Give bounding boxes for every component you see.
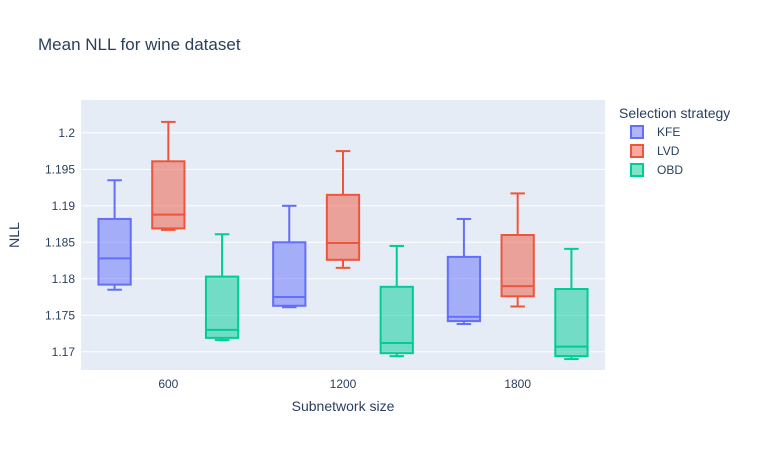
iqr-box [272,241,307,307]
legend-item-lvd: LVD [630,144,680,158]
legend-item-kfe: KFE [630,125,680,139]
legend-label: LVD [657,144,680,158]
box-obd-1800 [554,247,589,361]
box-kfe-600 [97,179,132,291]
box-kfe-1200 [272,204,307,309]
iqr-box [554,288,589,358]
legend-title: Selection strategy [619,105,730,121]
x-tick-label: 600 [158,377,178,391]
legend-item-obd: OBD [630,163,683,177]
legend-swatch [630,144,644,158]
y-tick-label: 1.17 [52,345,76,359]
box-kfe-1800 [446,217,482,326]
iqr-box [151,160,186,230]
box-lvd-1800 [500,192,535,308]
y-tick-label: 1.195 [45,162,75,176]
box-traces [97,120,589,361]
x-axis-title: Subnetwork size [292,398,395,414]
y-tick-label: 1.18 [52,272,76,286]
y-axis-title: NLL [6,222,22,248]
y-tick-label: 1.2 [58,126,75,140]
legend-swatch [630,125,644,139]
x-tick-labels: 600 1200 1800 [158,377,531,391]
legend-label: OBD [657,163,683,177]
legend: Selection strategy KFE LVD OBD [619,105,730,177]
y-tick-labels: 1.17 1.175 1.18 1.185 1.19 1.195 1.2 [45,126,75,359]
box-obd-600 [204,233,240,342]
legend-swatch [630,163,644,177]
y-tick-label: 1.185 [45,235,75,249]
box-obd-1200 [379,244,414,358]
iqr-box [325,193,361,261]
iqr-box [97,217,132,286]
iqr-box [500,234,535,298]
x-tick-label: 1200 [330,377,357,391]
legend-label: KFE [657,125,680,139]
y-tick-label: 1.19 [52,199,76,213]
chart-title: Mean NLL for wine dataset [38,35,241,54]
x-tick-label: 1800 [504,377,531,391]
box-lvd-1200 [325,150,361,269]
iqr-box [204,275,240,339]
iqr-box [446,255,482,323]
box-lvd-600 [151,120,186,231]
y-tick-label: 1.175 [45,308,75,322]
